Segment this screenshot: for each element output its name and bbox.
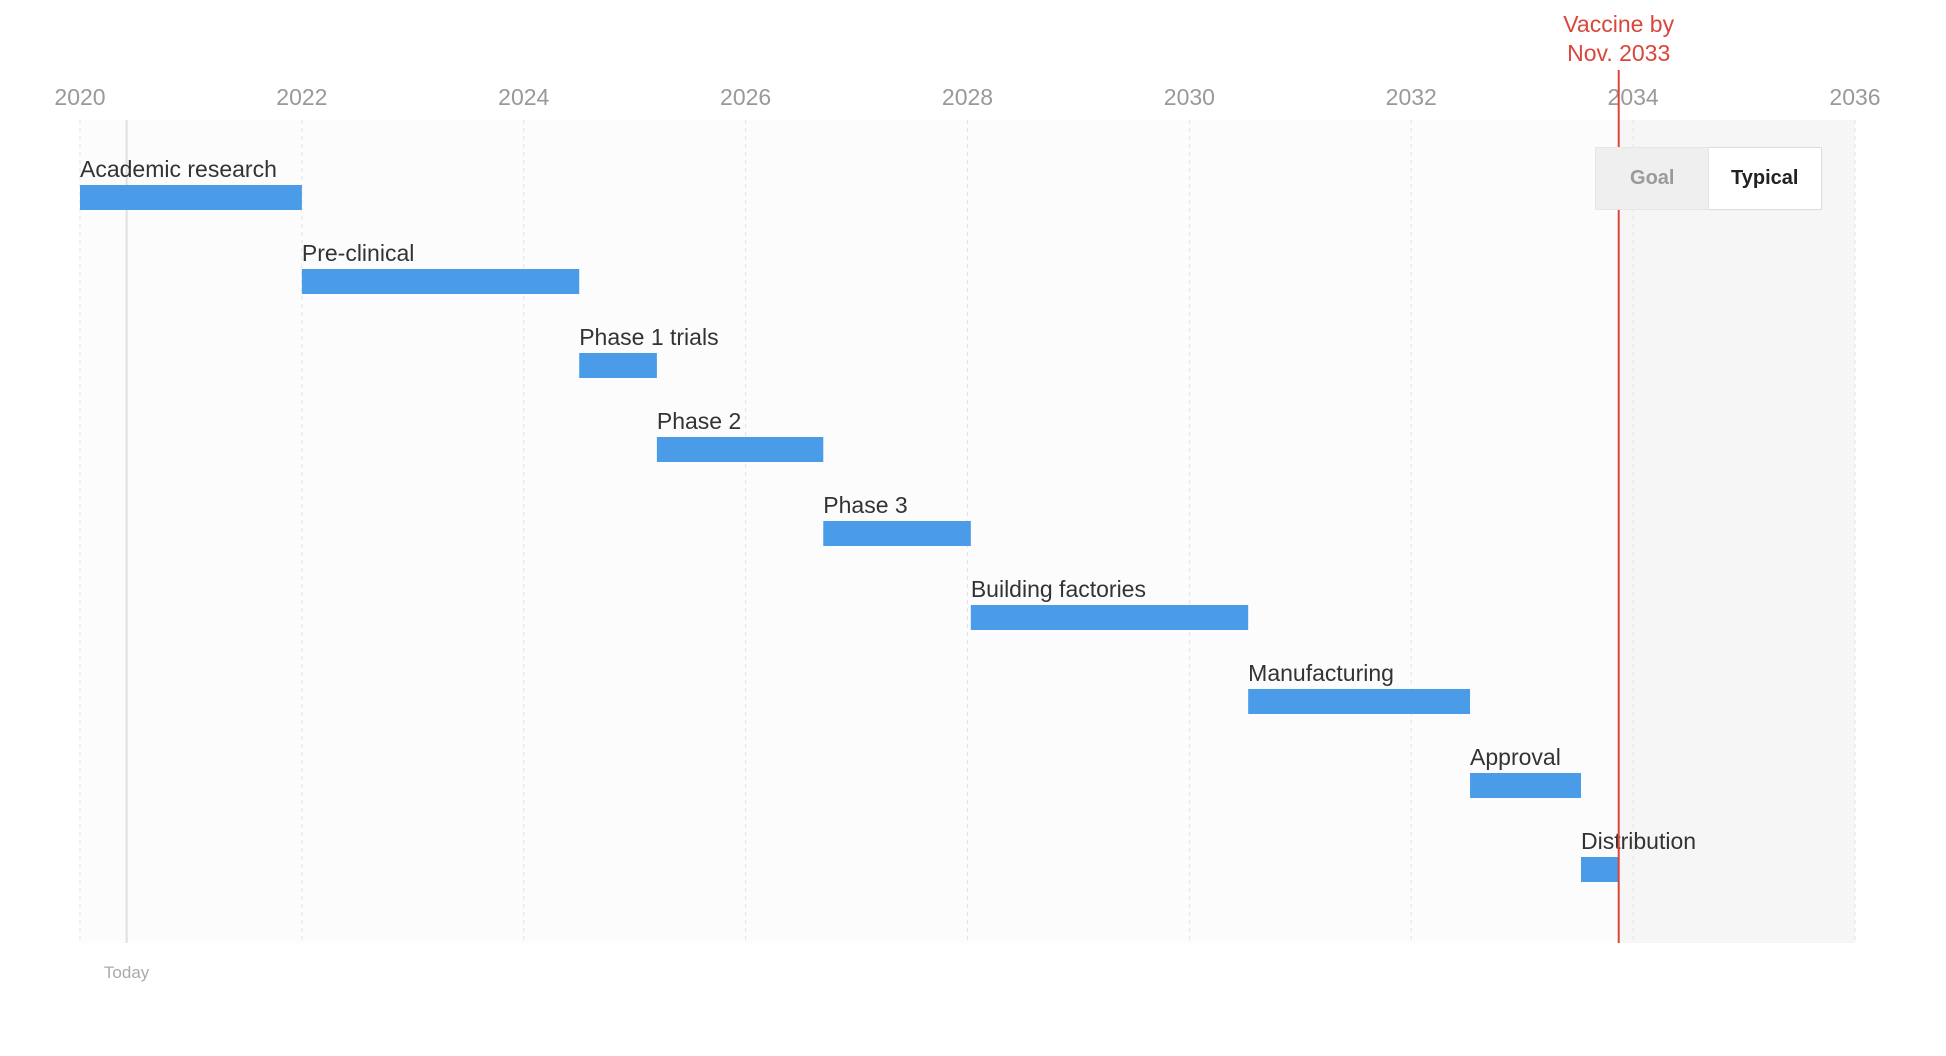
task-bar [80, 185, 302, 210]
x-tick-label: 2022 [276, 84, 327, 110]
task-bar [970, 605, 1249, 630]
task-label: Phase 3 [823, 492, 907, 518]
x-tick-label: 2034 [1608, 84, 1659, 110]
x-tick-label: 2020 [54, 84, 105, 110]
task-label: Phase 2 [657, 408, 741, 434]
task-label: Manufacturing [1248, 660, 1394, 686]
target-label-line2: Nov. 2033 [1567, 40, 1670, 66]
x-axis-ticks: 2020 2022 2024 2026 2028 2030 2032 2034 2036 [54, 84, 1880, 110]
typical-button[interactable]: Typical [1708, 148, 1821, 209]
goal-typical-toggle: Goal Typical [1595, 147, 1822, 210]
task-bar [1580, 857, 1619, 882]
task-bar [301, 269, 580, 294]
task-label: Academic research [80, 156, 277, 182]
task-label: Building factories [971, 576, 1146, 602]
today-label: Today [104, 963, 150, 982]
task-bar [579, 353, 657, 378]
x-tick-label: 2026 [720, 84, 771, 110]
task-label: Pre-clinical [302, 240, 414, 266]
task-label: Approval [1470, 744, 1561, 770]
x-tick-label: 2030 [1164, 84, 1215, 110]
task-label: Distribution [1581, 828, 1696, 854]
x-tick-label: 2036 [1829, 84, 1880, 110]
task-bar [656, 437, 824, 462]
goal-button[interactable]: Goal [1596, 148, 1709, 209]
task-bars: Academic research Pre-clinical Phase 1 tri… [80, 156, 1696, 882]
gridlines [79, 120, 1856, 943]
x-tick-label: 2028 [942, 84, 993, 110]
task-bar [1470, 773, 1581, 798]
task-bar [1248, 689, 1471, 714]
target-label-line1: Vaccine by [1563, 11, 1674, 37]
task-bar [823, 521, 971, 546]
x-tick-label: 2032 [1386, 84, 1437, 110]
task-label: Phase 1 trials [579, 324, 718, 350]
post-target-shading [1618, 120, 1855, 943]
x-tick-label: 2024 [498, 84, 549, 110]
